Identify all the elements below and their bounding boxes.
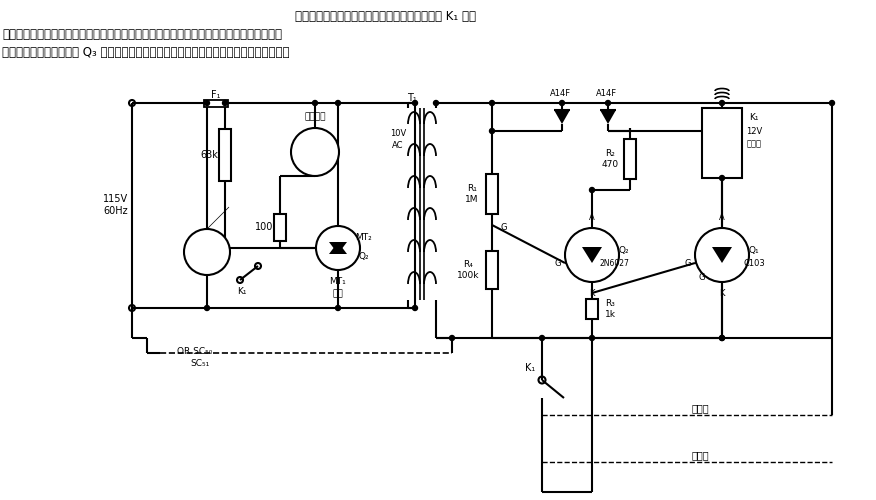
Polygon shape xyxy=(712,247,732,263)
Circle shape xyxy=(413,100,418,105)
Circle shape xyxy=(313,100,317,105)
Circle shape xyxy=(830,100,835,105)
Text: 来分别探测液位高低。把 Q₃ 门极的常开触点换成常闭触点，就可以倒换电路的逻辑关系。: 来分别探测液位高低。把 Q₃ 门极的常开触点换成常闭触点，就可以倒换电路的逻辑关… xyxy=(2,46,289,59)
Text: A14F: A14F xyxy=(596,90,617,98)
Circle shape xyxy=(695,228,749,282)
Text: K: K xyxy=(590,288,595,298)
Bar xyxy=(486,251,498,289)
Bar xyxy=(486,174,498,214)
Bar xyxy=(204,100,228,106)
Text: A14F: A14F xyxy=(549,90,570,98)
Bar xyxy=(219,130,231,180)
Text: 115V
60Hz: 115V 60Hz xyxy=(103,194,129,216)
Polygon shape xyxy=(600,110,616,124)
Circle shape xyxy=(434,100,439,105)
Polygon shape xyxy=(554,110,570,124)
Text: Q₁: Q₁ xyxy=(749,246,759,254)
Circle shape xyxy=(590,188,595,192)
Bar xyxy=(624,139,636,179)
Text: AC: AC xyxy=(392,142,404,150)
Text: A: A xyxy=(719,212,724,222)
Text: Q₂: Q₂ xyxy=(358,252,370,260)
Text: K₁: K₁ xyxy=(525,363,535,373)
Bar xyxy=(274,214,286,240)
Text: 该电路可用于将液位控制在两个定点之间。改变 K₁ 的通: 该电路可用于将液位控制在两个定点之间。改变 K₁ 的通 xyxy=(295,10,476,23)
Text: OR SC₅₀: OR SC₅₀ xyxy=(177,348,213,356)
Text: G: G xyxy=(555,258,562,268)
Text: K₁: K₁ xyxy=(749,114,759,122)
Text: K₁: K₁ xyxy=(237,288,247,296)
Text: R₁
1M: R₁ 1M xyxy=(465,184,479,204)
Circle shape xyxy=(449,336,455,340)
Circle shape xyxy=(413,306,418,310)
Bar xyxy=(586,299,598,319)
Circle shape xyxy=(336,306,341,310)
Text: T₁: T₁ xyxy=(407,93,417,103)
Text: R₂
470: R₂ 470 xyxy=(602,150,618,169)
Text: 63k: 63k xyxy=(200,150,218,160)
Text: 断就可以切换注水或排水两种方式。负载可以是交流电动机或者螺管式电磁阀。两个探针用: 断就可以切换注水或排水两种方式。负载可以是交流电动机或者螺管式电磁阀。两个探针用 xyxy=(2,28,282,41)
Text: 加热: 加热 xyxy=(333,290,343,298)
Circle shape xyxy=(590,336,595,340)
Circle shape xyxy=(605,100,611,105)
Text: 10V: 10V xyxy=(390,128,406,138)
Text: Q₂: Q₂ xyxy=(618,246,629,254)
Polygon shape xyxy=(582,247,602,263)
Circle shape xyxy=(719,100,724,105)
Polygon shape xyxy=(329,242,347,254)
Text: G: G xyxy=(699,272,705,281)
Text: G: G xyxy=(501,222,507,232)
Text: MT₁: MT₁ xyxy=(329,278,346,286)
Text: A: A xyxy=(590,212,595,222)
Text: F₁: F₁ xyxy=(211,90,221,100)
Circle shape xyxy=(719,176,724,180)
Circle shape xyxy=(291,128,339,176)
Circle shape xyxy=(490,128,494,134)
Text: 低液位: 低液位 xyxy=(691,450,709,460)
Circle shape xyxy=(719,336,724,340)
Polygon shape xyxy=(329,242,347,254)
Text: 继电器: 继电器 xyxy=(746,140,761,148)
Text: R₃
1k: R₃ 1k xyxy=(604,300,616,318)
Circle shape xyxy=(223,100,228,105)
Circle shape xyxy=(316,226,360,270)
Circle shape xyxy=(204,306,209,310)
Circle shape xyxy=(540,336,545,340)
Text: K: K xyxy=(719,288,724,298)
Text: C103: C103 xyxy=(743,258,765,268)
Text: 100: 100 xyxy=(255,222,273,232)
Circle shape xyxy=(719,336,724,340)
Text: 电源插座: 电源插座 xyxy=(304,112,326,122)
Text: G: G xyxy=(685,258,691,268)
Text: 高液位: 高液位 xyxy=(691,403,709,413)
Circle shape xyxy=(560,100,564,105)
Text: MT₂: MT₂ xyxy=(356,234,372,242)
Text: SC₅₁: SC₅₁ xyxy=(190,360,209,368)
Circle shape xyxy=(184,229,230,275)
Circle shape xyxy=(336,100,341,105)
Text: 12V: 12V xyxy=(745,126,762,136)
Circle shape xyxy=(490,100,494,105)
Bar xyxy=(702,108,742,178)
Text: R₄
100k: R₄ 100k xyxy=(456,260,479,280)
Circle shape xyxy=(204,100,209,105)
Text: 2N6027: 2N6027 xyxy=(599,258,629,268)
Circle shape xyxy=(565,228,619,282)
